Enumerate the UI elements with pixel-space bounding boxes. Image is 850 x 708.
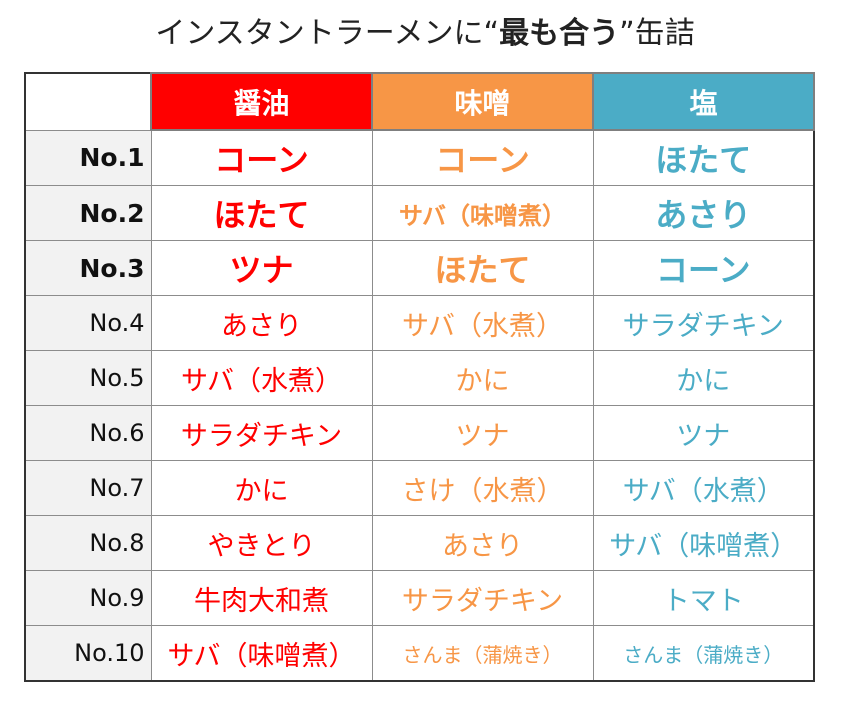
rank-label: No.7: [24, 460, 152, 516]
table-row: No.9 牛肉大和煮 サラダチキン トマト: [24, 570, 815, 626]
miso-cell: かに: [371, 350, 594, 406]
ranking-table: 醤油 味噌 塩 No.1 コーン コーン ほたて No.2 ほたて サバ（味噌煮） あさり No…: [24, 72, 815, 682]
miso-cell: あさり: [371, 515, 594, 571]
table-row: No.1 コーン コーン ほたて: [24, 129, 815, 186]
shio-cell: あさり: [592, 185, 815, 241]
shoyu-cell: コーン: [150, 129, 373, 186]
title-emphasis: 最も合う: [499, 16, 620, 51]
miso-cell: サバ（水煮）: [371, 295, 594, 351]
table-row: No.2 ほたて サバ（味噌煮） あさり: [24, 185, 815, 241]
rank-label: No.2: [24, 185, 152, 241]
miso-cell: サバ（味噌煮）: [371, 185, 594, 241]
table-row: No.4 あさり サバ（水煮） サラダチキン: [24, 295, 815, 351]
shio-cell: ほたて: [592, 129, 815, 186]
shoyu-cell: やきとり: [150, 515, 373, 571]
shio-cell: ツナ: [592, 405, 815, 461]
title-suffix: ”缶詰: [619, 16, 695, 51]
rank-label: No.10: [24, 625, 152, 682]
shoyu-cell: サラダチキン: [150, 405, 373, 461]
miso-cell: ほたて: [371, 240, 594, 296]
shio-cell: サラダチキン: [592, 295, 815, 351]
header-shoyu: 醤油: [150, 72, 373, 131]
table-row: No.7 かに さけ（水煮） サバ（水煮）: [24, 460, 815, 516]
rank-label: No.1: [24, 129, 152, 186]
shio-cell: コーン: [592, 240, 815, 296]
shoyu-cell: 牛肉大和煮: [150, 570, 373, 626]
header-corner: [25, 73, 151, 130]
shoyu-cell: サバ（水煮）: [150, 350, 373, 406]
page-title: インスタントラーメンに“最も合う”缶詰: [0, 8, 850, 60]
header-row: 醤油 味噌 塩: [25, 72, 815, 131]
rank-label: No.5: [24, 350, 152, 406]
rank-label: No.3: [24, 240, 152, 296]
miso-cell: さけ（水煮）: [371, 460, 594, 516]
rank-label: No.8: [24, 515, 152, 571]
shoyu-cell: サバ（味噌煮）: [150, 625, 373, 682]
shoyu-cell: あさり: [150, 295, 373, 351]
table-row: No.6 サラダチキン ツナ ツナ: [24, 405, 815, 461]
miso-cell: ツナ: [371, 405, 594, 461]
shoyu-cell: かに: [150, 460, 373, 516]
shio-cell: かに: [592, 350, 815, 406]
rank-label: No.9: [24, 570, 152, 626]
shio-cell: サバ（味噌煮）: [592, 515, 815, 571]
header-miso: 味噌: [371, 72, 594, 131]
miso-cell: さんま（蒲焼き）: [371, 625, 594, 682]
header-shio: 塩: [592, 72, 815, 131]
title-prefix: インスタントラーメンに“: [155, 16, 500, 51]
miso-cell: コーン: [371, 129, 594, 186]
shoyu-cell: ツナ: [150, 240, 373, 296]
shio-cell: トマト: [592, 570, 815, 626]
rank-label: No.4: [24, 295, 152, 351]
miso-cell: サラダチキン: [371, 570, 594, 626]
table-row: No.5 サバ（水煮） かに かに: [24, 350, 815, 406]
shoyu-cell: ほたて: [150, 185, 373, 241]
rank-label: No.6: [24, 405, 152, 461]
table-row: No.10 サバ（味噌煮） さんま（蒲焼き） さんま（蒲焼き）: [24, 625, 815, 682]
shio-cell: サバ（水煮）: [592, 460, 815, 516]
shio-cell: さんま（蒲焼き）: [592, 625, 815, 682]
table-row: No.8 やきとり あさり サバ（味噌煮）: [24, 515, 815, 571]
table-row: No.3 ツナ ほたて コーン: [24, 240, 815, 296]
